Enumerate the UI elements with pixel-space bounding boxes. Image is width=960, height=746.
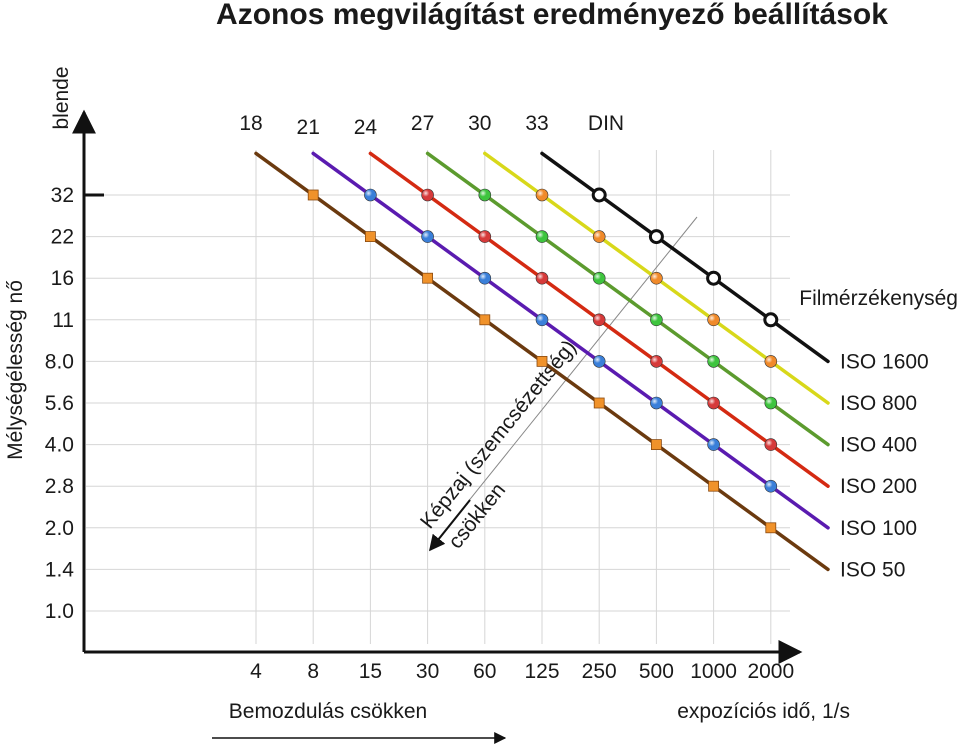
data-point-shine	[593, 230, 606, 243]
data-point	[591, 187, 607, 203]
legend-entry: ISO 400	[840, 434, 917, 457]
series-line	[425, 151, 830, 447]
data-point-shine	[593, 355, 606, 368]
data-point	[479, 314, 491, 326]
y-axis-label: Mélységélesség nő	[4, 280, 27, 460]
din-tick-label: 18	[239, 112, 262, 135]
data-point-shine	[478, 230, 491, 243]
legend-entry: ISO 50	[840, 558, 905, 581]
y-tick-label: 11	[52, 309, 74, 332]
data-point-shine	[764, 438, 777, 451]
noise-line	[429, 216, 698, 550]
data-point	[648, 229, 664, 245]
y-tick-label: 1.4	[45, 558, 75, 581]
tick-labels: 32 22 16 11 8.0 5.6 4.0 2.8 2.0 1.4 1.0 4 8 15 30 60 125…	[45, 184, 794, 683]
series-lines	[254, 151, 830, 572]
noise-annotation: Képzaj (szemcsézettség)csökken	[416, 216, 698, 553]
data-point-shine	[707, 438, 720, 451]
din-tick-label: 30	[468, 112, 491, 135]
legend-title: Filmérzékenység	[799, 287, 958, 310]
data-point	[422, 272, 434, 284]
data-point-shine	[421, 189, 434, 201]
data-point-shine	[707, 313, 720, 326]
data-point-shine	[707, 355, 720, 368]
data-point-shine	[364, 189, 377, 201]
data-point-shine	[536, 272, 548, 285]
data-point	[364, 231, 376, 243]
data-point	[706, 270, 722, 286]
data-point-shine	[536, 230, 548, 243]
data-point-shine	[478, 272, 491, 285]
data-point-shine	[650, 313, 663, 326]
data-point	[765, 522, 777, 534]
data-point-shine	[478, 189, 491, 201]
din-tick-label: 33	[525, 112, 548, 135]
x-tick-label: 60	[473, 660, 496, 683]
data-point-shine	[536, 189, 548, 201]
x-tick-label: 8	[307, 660, 319, 683]
legend-entry: ISO 100	[840, 517, 917, 540]
din-label: DIN	[588, 112, 624, 135]
data-point	[651, 439, 662, 451]
x-axis-label: expozíciós idő, 1/s	[677, 700, 850, 723]
x-tick-label: 4	[250, 660, 262, 683]
y-tick-label: 32	[51, 184, 74, 207]
data-point-shine	[593, 313, 606, 326]
y-tick-label: 5.6	[45, 392, 74, 415]
legend: ISO 50 ISO 100 ISO 200 ISO 400 ISO 800 ISO 16…	[840, 350, 929, 581]
data-point	[536, 355, 548, 367]
noise-arrow	[429, 499, 471, 552]
series-line	[540, 151, 830, 364]
y-tick-label: 8.0	[45, 350, 74, 373]
y-tick-label: 22	[51, 226, 74, 249]
data-point-shine	[764, 397, 777, 409]
x-tick-label: 30	[416, 660, 439, 683]
data-point-shine	[764, 480, 777, 493]
data-point-shine	[707, 397, 720, 409]
din-tick-label: 21	[297, 116, 320, 139]
legend-entry: ISO 1600	[840, 350, 929, 373]
x-arrow-label: Bemozdulás csökken	[229, 700, 427, 723]
data-point-shine	[536, 313, 548, 326]
y-tick-label: 16	[51, 267, 74, 290]
y-tick-label: 2.8	[45, 475, 74, 498]
din-scale: 18 21 24 27 30 33 DIN	[239, 112, 624, 139]
grid	[86, 150, 790, 644]
x-tick-label: 125	[524, 660, 559, 683]
series-line	[311, 151, 830, 530]
chart-title: Azonos megvilágítást eredményező beállít…	[216, 0, 888, 31]
y-tick-label: 1.0	[45, 600, 74, 623]
x-tick-label: 15	[359, 660, 382, 683]
din-tick-label: 27	[411, 112, 434, 135]
data-point-shine	[421, 230, 434, 243]
data-point	[708, 480, 719, 492]
data-point-shine	[650, 355, 663, 368]
x-tick-label: 1000	[690, 660, 737, 683]
x-tick-label: 500	[639, 660, 674, 683]
data-point-shine	[764, 355, 777, 368]
legend-entry: ISO 200	[840, 475, 917, 498]
axes	[72, 109, 803, 744]
data-point-shine	[650, 397, 663, 409]
data-point	[593, 397, 605, 409]
y-tick-label: 2.0	[45, 517, 74, 540]
x-tick-label: 250	[582, 660, 617, 683]
din-tick-label: 24	[354, 116, 378, 139]
data-point	[763, 312, 779, 328]
legend-entry: ISO 800	[840, 392, 917, 415]
x-tick-label: 2000	[747, 660, 794, 683]
data-point-shine	[650, 272, 663, 285]
data-point	[307, 189, 319, 201]
y-tick-label: 4.0	[45, 434, 74, 457]
y-unit-label: blende	[50, 66, 73, 129]
data-point-shine	[593, 272, 606, 285]
